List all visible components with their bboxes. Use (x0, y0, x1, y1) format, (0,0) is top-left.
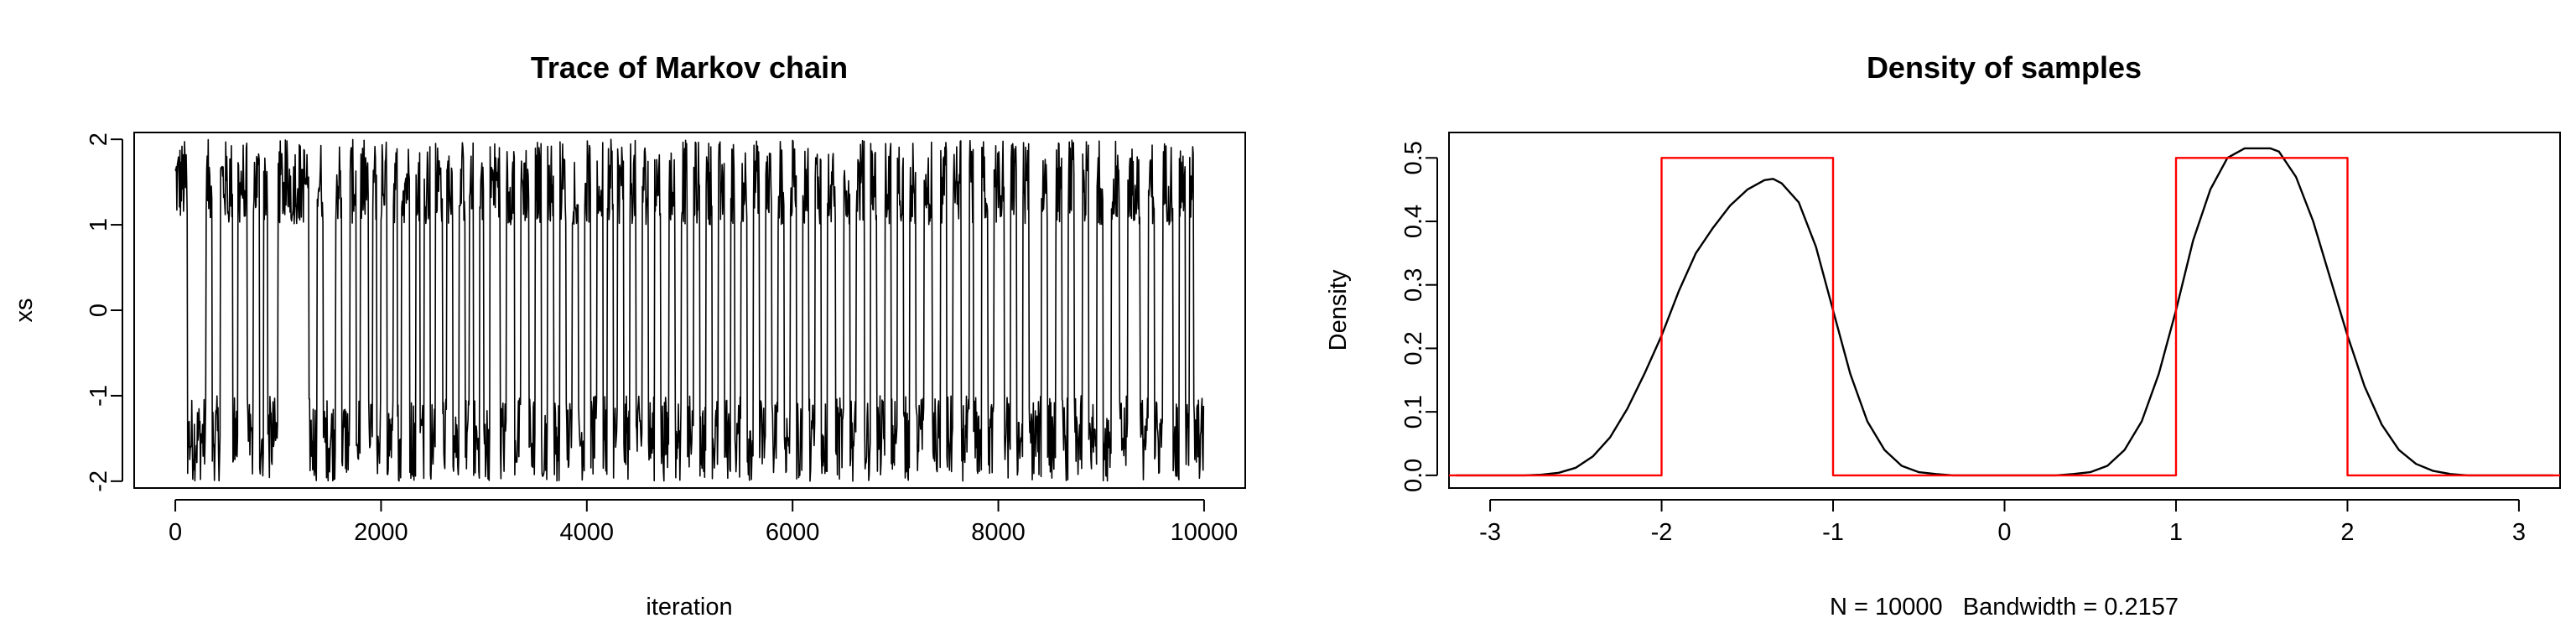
trace-x-label: iteration (646, 594, 732, 621)
trace-line (174, 138, 1205, 482)
trace-y-tick-label: 2 (86, 132, 112, 146)
density-x-tick-label: 3 (2512, 519, 2526, 546)
trace-panel: Trace of Markov chain 0 2000 4000 6000 8000 1… (11, 50, 1246, 621)
density-curve (1456, 147, 2553, 477)
density-x-tick-label: 0 (1997, 519, 2011, 546)
trace-y-tick-label: 0 (86, 304, 112, 317)
density-x-tick-label: -2 (1651, 519, 1673, 546)
trace-y-tick-label: -2 (86, 470, 112, 492)
density-x-label: N = 10000 Bandwidth = 0.2157 (1830, 594, 2179, 621)
trace-x-axis: 0 2000 4000 6000 8000 10000 (169, 499, 1239, 546)
density-title: Density of samples (1867, 50, 2142, 85)
trace-plot-frame (133, 132, 1246, 489)
density-x-tick-label: -3 (1479, 519, 1501, 546)
trace-x-tick-label: 0 (169, 519, 182, 546)
density-y-tick-label: 0.4 (1400, 205, 1427, 238)
trace-x-tick-label: 2000 (354, 519, 408, 546)
density-panel: Density of samples -3 -2 -1 0 1 2 3 0.00.10.20… (1325, 50, 2561, 621)
trace-y-label: xs (11, 299, 38, 323)
density-x-tick-label: 2 (2340, 519, 2354, 546)
density-y-label: Density (1325, 269, 1352, 351)
density-y-tick-label: 0.5 (1400, 141, 1427, 174)
density-x-axis: -3 -2 -1 0 1 2 3 (1479, 499, 2526, 546)
trace-y-axis: -2 -1 0 1 2 (86, 132, 123, 492)
trace-y-tick-label: 1 (86, 218, 112, 231)
trace-y-tick-label: -1 (86, 385, 112, 407)
trace-series-group (174, 138, 1205, 482)
density-plot-frame (1448, 132, 2561, 489)
density-y-axis: 0.0 0.1 0.2 0.3 0.4 0.5 (1400, 141, 1438, 492)
uniform-target-line (1449, 157, 2560, 477)
trace-x-tick-label: 6000 (766, 519, 820, 546)
density-y-tick-label: 0.1 (1400, 395, 1427, 428)
density-series-group (1449, 147, 2560, 477)
trace-x-tick-label: 8000 (971, 519, 1026, 546)
trace-x-tick-label: 4000 (560, 519, 615, 546)
trace-title: Trace of Markov chain (531, 50, 848, 85)
density-y-tick-label: 0.2 (1400, 331, 1427, 365)
trace-x-tick-label: 10000 (1171, 519, 1239, 546)
density-x-tick-label: 1 (2169, 519, 2183, 546)
density-y-tick-label: 0.0 (1400, 459, 1427, 492)
density-x-tick-label: -1 (1822, 519, 1844, 546)
density-y-tick-label: 0.3 (1400, 268, 1427, 302)
